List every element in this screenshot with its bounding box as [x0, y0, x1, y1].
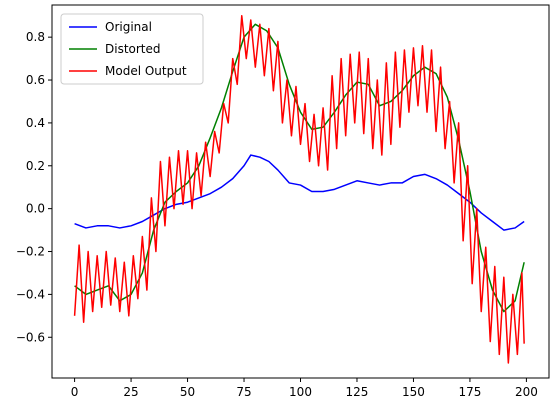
series-line-model-output [73, 14, 525, 364]
series-line-distorted [74, 23, 525, 313]
x-axis: 0 25 50 75 100 125 150 175 200 [71, 378, 538, 399]
series-line-original [74, 154, 525, 231]
y-tick-label: −0.6 [16, 330, 45, 344]
legend-box [60, 13, 204, 85]
x-tick-label: 150 [402, 385, 425, 399]
x-tick-label: 100 [289, 385, 312, 399]
y-tick-label: 0.8 [26, 30, 45, 44]
x-tick-label: 25 [123, 385, 138, 399]
y-tick-label: −0.4 [16, 287, 45, 301]
x-tick-label: 75 [236, 385, 251, 399]
x-tick-label: 175 [458, 385, 481, 399]
legend-label: Model Output [105, 64, 187, 78]
x-tick-label: 200 [515, 385, 538, 399]
legend-label: Original [105, 20, 152, 34]
x-tick-label: 0 [71, 385, 79, 399]
y-axis: −0.6 −0.4 −0.2 0.0 0.2 0.4 0.6 0.8 [16, 30, 52, 344]
legend-label: Distorted [105, 42, 161, 56]
x-tick-label: 50 [180, 385, 195, 399]
y-tick-label: 0.6 [26, 73, 45, 87]
legend: Original Distorted Model Output [60, 13, 204, 85]
y-tick-label: 0.2 [26, 159, 45, 173]
x-tick-label: 125 [346, 385, 369, 399]
y-tick-label: 0.4 [26, 116, 45, 130]
series-lines [73, 14, 525, 364]
y-tick-label: 0.0 [26, 202, 45, 216]
y-tick-label: −0.2 [16, 245, 45, 259]
